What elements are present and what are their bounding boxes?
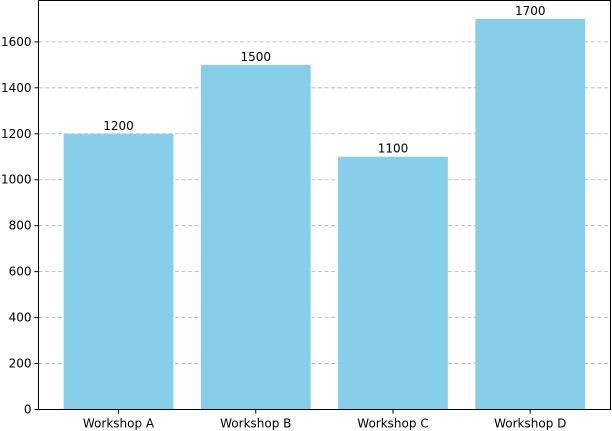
bars: [63, 18, 586, 410]
x-tick-label: Workshop C: [357, 417, 428, 431]
data-label: 1100: [378, 142, 409, 156]
y-tick-label: 400: [9, 311, 32, 325]
x-tick-label: Workshop A: [83, 417, 155, 431]
bar-workshop-b: [200, 64, 311, 410]
y-tick-label: 800: [9, 219, 32, 233]
y-tick-label: 1000: [1, 173, 32, 187]
bar-workshop-a: [63, 133, 174, 410]
x-tick-label: Workshop D: [494, 417, 566, 431]
y-tick-label: 200: [9, 357, 32, 371]
y-tick-label: 1400: [1, 81, 32, 95]
x-axis-ticks: Workshop A Workshop B Workshop C Workshop D: [83, 409, 566, 431]
y-tick-label: 1600: [1, 35, 32, 49]
y-axis-ticks: 0 200 400 600 800 1000 1200 1400 1600: [1, 35, 39, 417]
data-labels: 1200 1500 1100 1700: [103, 4, 545, 156]
data-label: 1500: [240, 50, 271, 64]
data-label: 1200: [103, 119, 134, 133]
y-tick-label: 1200: [1, 127, 32, 141]
y-tick-label: 0: [24, 403, 32, 417]
plot-frame: [38, 0, 611, 410]
y-tick-label: 600: [9, 265, 32, 279]
data-label: 1700: [515, 4, 546, 18]
bar-workshop-d: [475, 18, 586, 410]
x-tick-label: Workshop B: [220, 417, 291, 431]
bar-workshop-c: [338, 156, 448, 410]
